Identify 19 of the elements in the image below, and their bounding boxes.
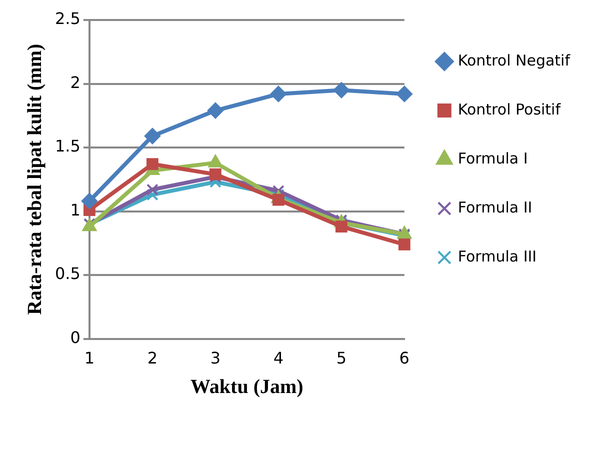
x-axis-title: Waktu (Jam): [190, 376, 304, 398]
x-tick-label: 5: [336, 348, 347, 368]
x-tick-label: 4: [273, 348, 284, 368]
legend-label: Formula II: [458, 198, 532, 216]
y-tick-label: 0: [70, 328, 80, 347]
y-tick-label: 1: [70, 200, 80, 220]
y-tick-label: 2.5: [54, 9, 80, 28]
x-tick-label: 6: [399, 348, 410, 368]
legend-label: Kontrol Negatif: [458, 51, 571, 70]
x-tick-label: 1: [84, 348, 95, 368]
legend-label: Formula I: [458, 149, 528, 168]
x-tick-label: 3: [210, 348, 221, 368]
legend-label: Kontrol Positif: [458, 100, 562, 118]
y-tick-label: 2: [70, 72, 80, 92]
legend-label: Formula III: [458, 247, 537, 266]
y-tick-label: 0.5: [54, 264, 80, 284]
x-tick-label: 2: [147, 348, 158, 368]
y-tick-label: 1.5: [54, 136, 80, 156]
y-axis-title: Rata-rata tebal lipat kulit (mm): [24, 44, 46, 315]
